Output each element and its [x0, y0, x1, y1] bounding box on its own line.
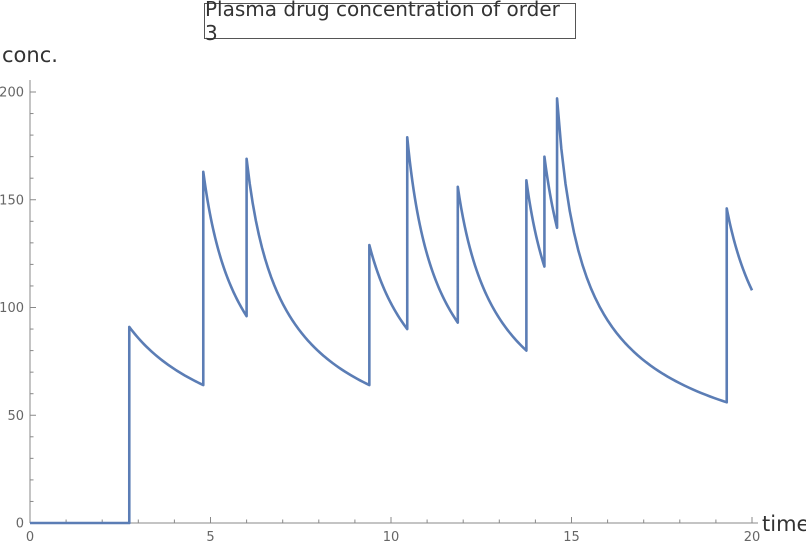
- y-tick-label: 50: [7, 409, 24, 424]
- x-tick-label: 15: [563, 530, 580, 545]
- chart-title: Plasma drug concentration of order 3: [204, 0, 576, 45]
- y-tick-label: 0: [16, 517, 24, 532]
- y-tick-label: 200: [0, 86, 24, 101]
- y-tick-label: 150: [0, 193, 24, 208]
- series-line: [30, 97, 754, 525]
- axes: [29, 80, 758, 524]
- x-tick-label: 10: [383, 530, 400, 545]
- x-tick-label: 0: [26, 530, 34, 545]
- x-tick-label: 20: [744, 530, 761, 545]
- y-tick-label: 100: [0, 301, 24, 316]
- x-axis-label: time: [762, 512, 806, 536]
- x-tick-label: 5: [206, 530, 214, 545]
- y-axis-label: conc.: [2, 43, 58, 67]
